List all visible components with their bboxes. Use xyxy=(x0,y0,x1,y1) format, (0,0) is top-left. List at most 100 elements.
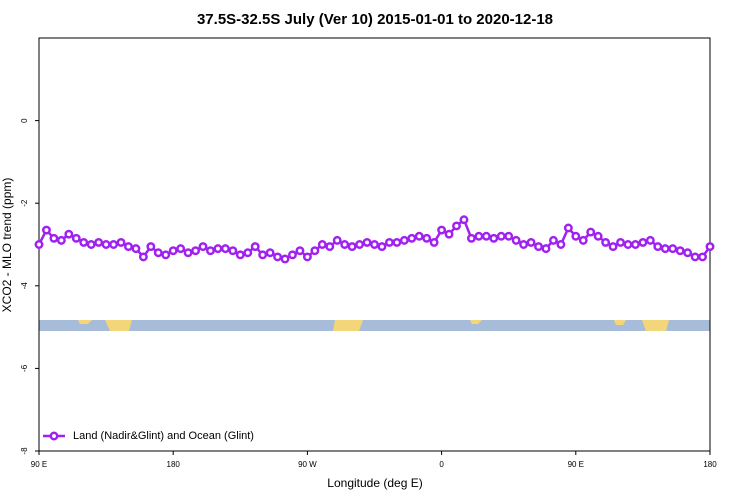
x-tick-label: 180 xyxy=(167,460,181,469)
point xyxy=(474,231,484,241)
point xyxy=(168,246,178,256)
map-strip xyxy=(39,320,710,331)
legend-marker xyxy=(49,431,59,441)
point xyxy=(116,237,126,247)
point xyxy=(34,240,44,249)
y-axis-label: XCO2 - MLO trend (ppm) xyxy=(0,178,14,313)
point xyxy=(638,237,648,247)
point xyxy=(310,246,320,256)
point xyxy=(459,215,469,225)
point xyxy=(317,240,327,249)
point xyxy=(109,240,119,249)
point xyxy=(511,235,521,245)
point xyxy=(377,242,387,252)
point xyxy=(526,237,536,247)
point xyxy=(586,227,596,237)
point xyxy=(94,237,104,247)
point xyxy=(429,237,439,247)
y-tick-label: 0 xyxy=(20,118,29,123)
land xyxy=(614,320,626,325)
point xyxy=(86,240,96,249)
point xyxy=(422,233,432,243)
land xyxy=(333,320,363,331)
y-tick-label: -6 xyxy=(20,364,29,372)
point xyxy=(191,246,201,256)
point xyxy=(452,221,461,231)
point xyxy=(161,250,171,260)
point xyxy=(541,244,551,254)
point xyxy=(302,252,312,262)
point xyxy=(489,233,499,243)
point xyxy=(630,240,640,249)
point xyxy=(250,242,260,252)
point xyxy=(384,237,394,247)
point xyxy=(504,231,514,241)
series-line xyxy=(37,217,712,261)
point xyxy=(407,233,417,243)
x-axis-label: Longitude (deg E) xyxy=(327,476,422,490)
point xyxy=(593,231,603,241)
point xyxy=(101,240,111,249)
x-tick-label: 90 W xyxy=(298,460,317,469)
point xyxy=(437,225,447,235)
point xyxy=(534,242,543,252)
point xyxy=(176,244,186,254)
point xyxy=(64,229,74,239)
point xyxy=(556,240,566,249)
land xyxy=(78,320,92,324)
point xyxy=(690,252,700,262)
point xyxy=(668,244,678,254)
point xyxy=(571,231,581,241)
point xyxy=(563,223,573,233)
point xyxy=(138,252,148,262)
point xyxy=(623,240,633,249)
point xyxy=(273,252,283,262)
point xyxy=(213,244,223,254)
point xyxy=(56,235,66,245)
point xyxy=(683,248,693,258)
point xyxy=(71,233,81,243)
point xyxy=(146,242,156,252)
point xyxy=(519,240,529,249)
point xyxy=(79,237,89,247)
point xyxy=(265,248,275,258)
ocean xyxy=(39,320,710,331)
point xyxy=(370,240,379,249)
point xyxy=(399,235,409,245)
point xyxy=(220,244,230,254)
land xyxy=(470,320,482,324)
point xyxy=(675,246,685,256)
point xyxy=(705,242,715,252)
point xyxy=(608,242,618,252)
point xyxy=(280,254,290,264)
point xyxy=(496,231,506,241)
y-tick-label: -2 xyxy=(20,199,29,207)
point xyxy=(131,244,141,254)
legend-label: Land (Nadir&Glint) and Ocean (Glint) xyxy=(73,430,254,442)
y-tick-label: -8 xyxy=(20,447,29,455)
point xyxy=(235,250,245,260)
land xyxy=(642,320,669,331)
point xyxy=(466,233,476,243)
point xyxy=(653,242,663,252)
point xyxy=(124,242,133,252)
point xyxy=(414,231,424,241)
point xyxy=(355,240,365,249)
point xyxy=(332,235,342,245)
point xyxy=(42,225,51,235)
x-tick-label: 0 xyxy=(439,460,444,469)
point xyxy=(258,250,268,260)
point xyxy=(340,240,350,249)
point xyxy=(325,242,335,252)
point xyxy=(698,252,707,262)
point xyxy=(295,246,305,256)
point xyxy=(206,246,215,256)
point xyxy=(392,237,402,247)
point xyxy=(548,235,558,245)
x-tick-label: 90 E xyxy=(568,460,584,469)
point xyxy=(645,235,655,245)
point xyxy=(153,248,163,258)
chart-title: 37.5S-32.5S July (Ver 10) 2015-01-01 to … xyxy=(197,11,553,28)
point xyxy=(444,229,454,239)
